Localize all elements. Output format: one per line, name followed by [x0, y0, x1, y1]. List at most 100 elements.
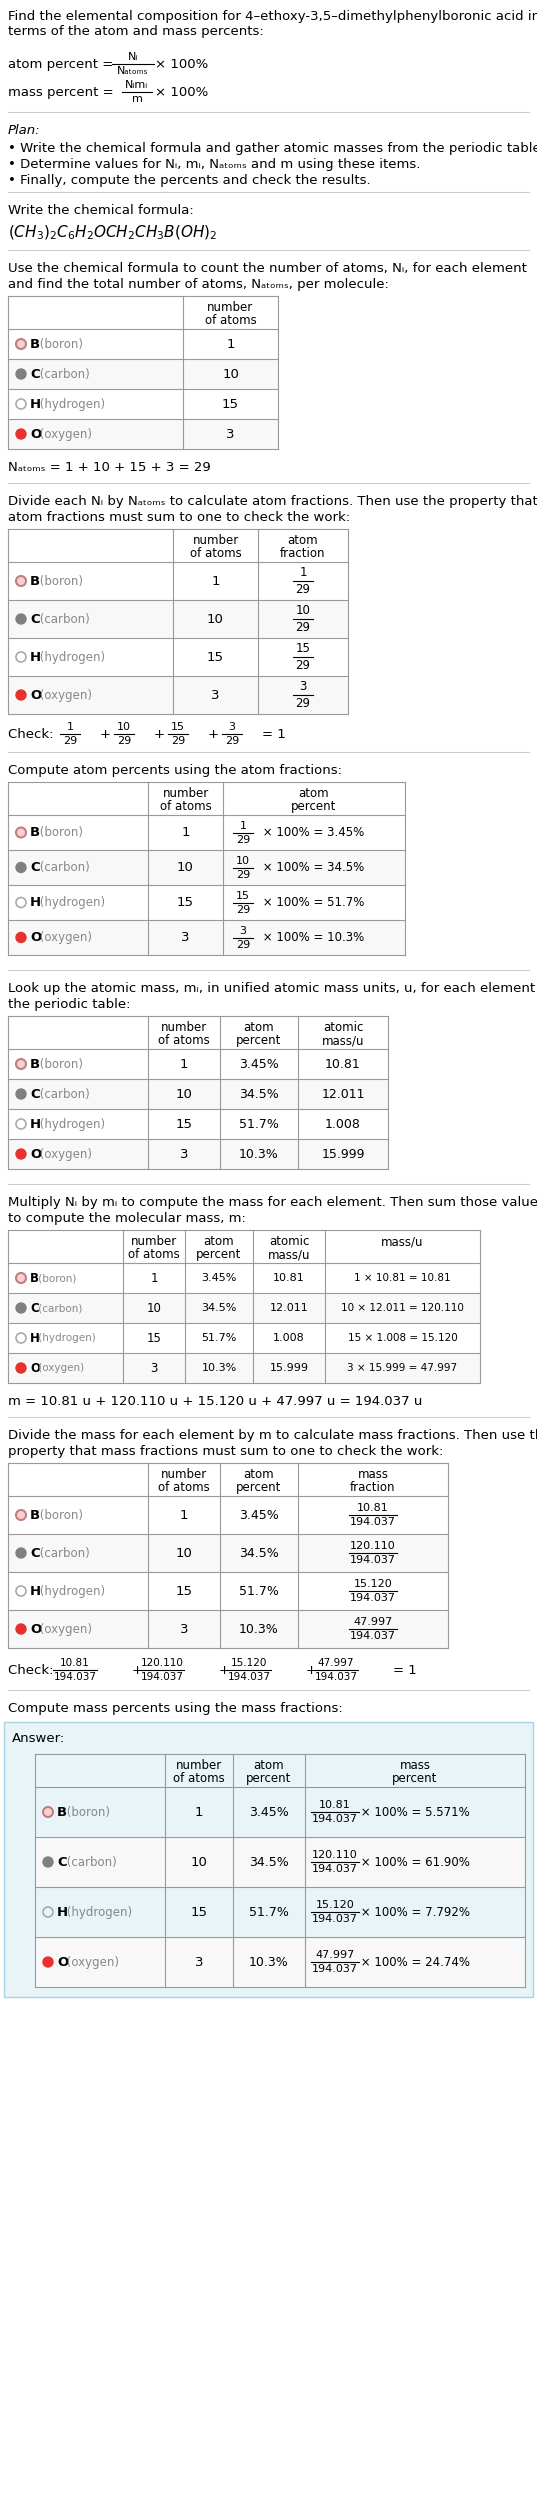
Text: • Write the chemical formula and gather atomic masses from the periodic table.: • Write the chemical formula and gather …	[8, 141, 537, 156]
Circle shape	[17, 1511, 25, 1518]
Text: 29: 29	[295, 697, 310, 710]
Text: Multiply Nᵢ by mᵢ to compute the mass for each element. Then sum those values: Multiply Nᵢ by mᵢ to compute the mass fo…	[8, 1196, 537, 1209]
Text: of atoms: of atoms	[173, 1773, 225, 1785]
Text: 1: 1	[150, 1272, 158, 1284]
Text: number: number	[161, 1468, 207, 1481]
Text: O: O	[57, 1956, 68, 1969]
Text: fraction: fraction	[280, 546, 326, 559]
Bar	[8, 1294, 480, 1322]
Text: 15.999: 15.999	[270, 1362, 308, 1372]
Circle shape	[16, 1624, 26, 1634]
Text: × 100% = 5.571%: × 100% = 5.571%	[357, 1805, 470, 1818]
Text: H: H	[30, 1118, 41, 1131]
Text: atom percent =: atom percent =	[8, 58, 118, 71]
Text: 194.037: 194.037	[350, 1632, 396, 1642]
Text: O: O	[30, 932, 41, 944]
Text: × 100% = 24.74%: × 100% = 24.74%	[357, 1956, 470, 1969]
Text: • Finally, compute the percents and check the results.: • Finally, compute the percents and chec…	[8, 174, 371, 186]
Text: 120.110: 120.110	[350, 1541, 396, 1551]
Text: 47.997: 47.997	[318, 1657, 354, 1667]
Text: 10: 10	[207, 612, 224, 624]
Text: 10.3%: 10.3%	[239, 1148, 279, 1161]
Text: 51.7%: 51.7%	[249, 1906, 289, 1919]
Text: 194.037: 194.037	[350, 1594, 396, 1604]
Text: 29: 29	[295, 584, 310, 597]
Text: percent: percent	[197, 1249, 242, 1262]
Text: 194.037: 194.037	[228, 1672, 271, 1682]
Text: 1: 1	[195, 1805, 203, 1818]
Circle shape	[17, 1060, 25, 1068]
Text: +: +	[154, 728, 165, 740]
Text: 29: 29	[225, 735, 239, 745]
Text: 10.81: 10.81	[357, 1503, 389, 1513]
Text: percent: percent	[236, 1035, 282, 1047]
Circle shape	[16, 428, 26, 438]
Text: C: C	[57, 1856, 67, 1868]
Text: 29: 29	[295, 622, 310, 635]
Text: 194.037: 194.037	[141, 1672, 184, 1682]
Text: H: H	[30, 1584, 41, 1596]
Text: O: O	[30, 687, 41, 703]
Text: C: C	[30, 368, 40, 380]
Circle shape	[16, 932, 26, 942]
Text: × 100% = 7.792%: × 100% = 7.792%	[357, 1906, 470, 1919]
Text: 194.037: 194.037	[315, 1672, 358, 1682]
Text: Check:: Check:	[8, 728, 58, 740]
Text: 51.7%: 51.7%	[201, 1332, 237, 1342]
Text: 3: 3	[229, 723, 236, 733]
Text: 15.120: 15.120	[354, 1579, 393, 1589]
Text: 15: 15	[295, 642, 310, 655]
Text: 10: 10	[176, 1546, 192, 1559]
Text: Compute mass percents using the mass fractions:: Compute mass percents using the mass fra…	[8, 1702, 343, 1715]
Text: B: B	[30, 1058, 40, 1070]
Text: 3: 3	[180, 1148, 188, 1161]
Text: atom: atom	[253, 1760, 284, 1773]
Text: 51.7%: 51.7%	[239, 1584, 279, 1596]
Text: 194.037: 194.037	[54, 1672, 97, 1682]
Text: Look up the atomic mass, mᵢ, in unified atomic mass units, u, for each element i: Look up the atomic mass, mᵢ, in unified …	[8, 982, 537, 995]
Text: 194.037: 194.037	[312, 1863, 358, 1873]
Text: 34.5%: 34.5%	[239, 1546, 279, 1559]
Text: of atoms: of atoms	[158, 1035, 210, 1047]
Circle shape	[16, 1088, 26, 1098]
Text: 3.45%: 3.45%	[249, 1805, 289, 1818]
Text: (carbon): (carbon)	[35, 1546, 90, 1559]
Text: • Determine values for Nᵢ, mᵢ, Nₐₜₒₘₛ and m using these items.: • Determine values for Nᵢ, mᵢ, Nₐₜₒₘₛ an…	[8, 159, 420, 171]
Text: 15: 15	[147, 1332, 162, 1345]
Text: (oxygen): (oxygen)	[35, 932, 92, 944]
Circle shape	[16, 1148, 26, 1158]
Text: O: O	[30, 428, 41, 441]
Bar	[8, 851, 405, 884]
Text: Answer:: Answer:	[12, 1732, 66, 1745]
Text: × 100% = 10.3%: × 100% = 10.3%	[259, 932, 364, 944]
Text: mass: mass	[400, 1760, 431, 1773]
Text: (oxygen): (oxygen)	[35, 687, 92, 703]
Text: of atoms: of atoms	[205, 315, 256, 327]
Text: 3 × 15.999 = 47.997: 3 × 15.999 = 47.997	[347, 1362, 458, 1372]
Bar	[35, 1936, 525, 1987]
Text: +: +	[306, 1664, 317, 1677]
Text: 29: 29	[236, 939, 250, 949]
Text: (carbon): (carbon)	[35, 612, 90, 624]
Text: of atoms: of atoms	[159, 801, 212, 813]
Circle shape	[43, 1956, 53, 1967]
Text: (oxygen): (oxygen)	[35, 1148, 92, 1161]
Text: O: O	[30, 1148, 41, 1161]
Bar	[35, 1838, 525, 1886]
Text: 34.5%: 34.5%	[201, 1302, 237, 1312]
Text: Nᵢ: Nᵢ	[128, 53, 138, 63]
Text: (oxygen): (oxygen)	[35, 1622, 92, 1637]
Text: B: B	[30, 574, 40, 587]
Text: × 100% = 3.45%: × 100% = 3.45%	[259, 826, 364, 838]
Text: × 100% = 61.90%: × 100% = 61.90%	[357, 1856, 470, 1868]
Text: 1.008: 1.008	[325, 1118, 361, 1131]
Text: O: O	[30, 1622, 41, 1637]
Text: (hydrogen): (hydrogen)	[63, 1906, 132, 1919]
Text: H: H	[30, 896, 41, 909]
Text: 120.110: 120.110	[312, 1851, 358, 1861]
Text: (boron): (boron)	[35, 1508, 83, 1521]
Text: to compute the molecular mass, m:: to compute the molecular mass, m:	[8, 1211, 246, 1224]
Text: C: C	[30, 612, 40, 624]
Text: × 100% = 51.7%: × 100% = 51.7%	[259, 896, 365, 909]
Text: 15: 15	[222, 398, 239, 410]
